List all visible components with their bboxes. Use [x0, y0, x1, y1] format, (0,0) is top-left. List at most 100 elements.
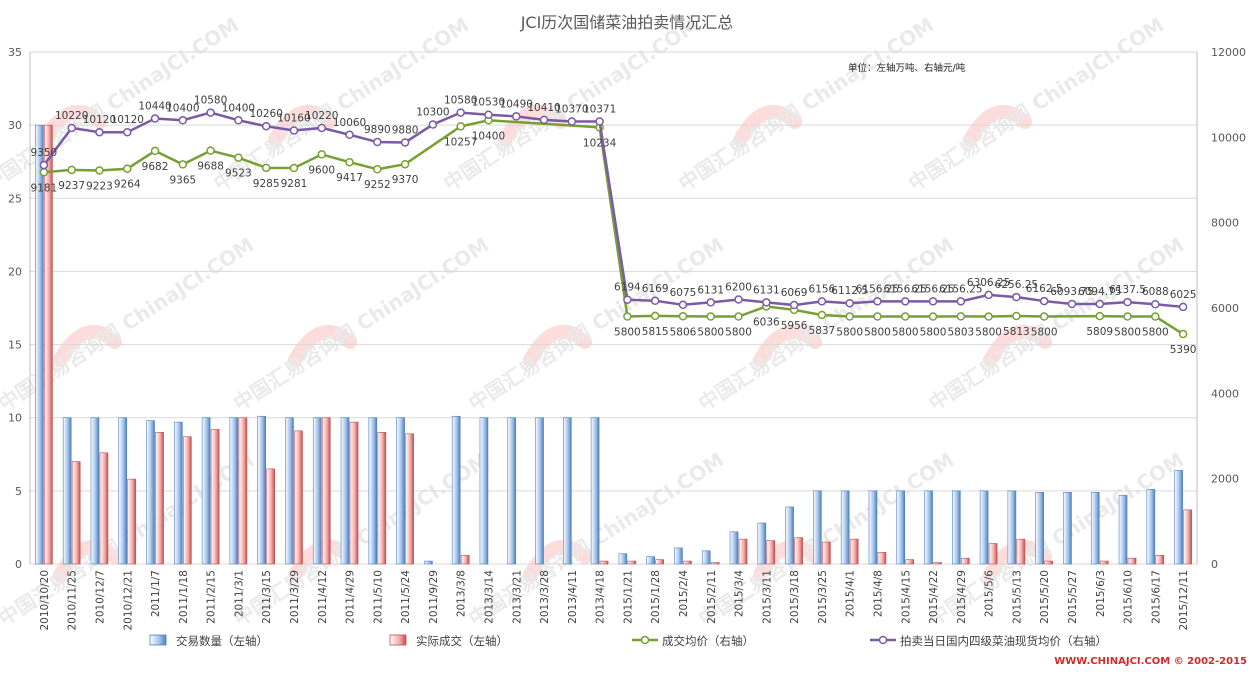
point-spot-price [734, 295, 743, 304]
point-spot-price [206, 108, 215, 117]
bar-actual [71, 461, 81, 565]
data-label-avg-price: 5390 [1170, 344, 1197, 356]
data-label-avg-price: 9523 [225, 168, 252, 180]
data-label-spot-price: 6025 [1170, 289, 1197, 301]
point-avg-price [623, 312, 632, 321]
point-spot-price [123, 127, 132, 137]
point-spot-price [1151, 299, 1160, 309]
bar-volume [1090, 492, 1100, 565]
point-avg-price [289, 163, 299, 173]
legend-swatch-bar [389, 634, 407, 646]
legend-label: 成交均价（右轴） [662, 634, 754, 648]
data-label-avg-price: 9688 [197, 161, 224, 173]
point-spot-price [95, 127, 104, 137]
category-label: 2015/2/11 [706, 570, 718, 624]
point-spot-price [1012, 292, 1021, 302]
point-avg-price [456, 122, 465, 131]
data-label-avg-price: 5800 [864, 327, 891, 339]
data-label-avg-price: 5800 [1114, 327, 1141, 339]
bar-actual [238, 417, 248, 565]
data-label-spot-price: 9350 [31, 147, 58, 159]
bar-volume [479, 417, 489, 565]
data-label-spot-price: 6156.25 [911, 283, 954, 295]
category-label: 2011/4/29 [345, 570, 357, 624]
data-label-spot-price: 6112.5 [831, 285, 868, 297]
data-label-spot-price: 10580 [444, 95, 477, 107]
point-avg-price [1039, 312, 1049, 321]
category-label: 2015/5/27 [1067, 570, 1079, 624]
legend-swatch-bar [149, 634, 167, 646]
bar-actual [1127, 557, 1137, 565]
category-label: 2010/12/7 [94, 570, 106, 624]
data-label-spot-price: 10220 [305, 110, 338, 122]
category-label: 2015/4/22 [928, 570, 940, 624]
bar-volume [590, 417, 600, 565]
point-spot-price [39, 160, 49, 170]
bar-volume [1174, 470, 1183, 565]
data-label-spot-price: 6069 [781, 287, 808, 299]
bar-volume [312, 417, 322, 565]
bar-volume [1146, 489, 1156, 565]
bar-volume [1007, 490, 1017, 565]
data-label-spot-price: 6131 [753, 284, 780, 296]
point-avg-price [261, 163, 271, 173]
data-label-avg-price: 9600 [308, 164, 335, 176]
point-avg-price [1151, 312, 1160, 321]
category-label: 2010/10/20 [39, 570, 51, 631]
data-label-avg-price: 9365 [169, 174, 196, 186]
point-spot-price [150, 114, 160, 123]
point-avg-price [1123, 312, 1132, 321]
point-spot-price [928, 297, 938, 306]
left-axis-tick-label: 25 [8, 192, 22, 205]
data-label-spot-price: 10120 [83, 114, 116, 126]
category-label: 2011/1/18 [178, 570, 190, 624]
point-avg-price [734, 312, 743, 321]
watermark-swoosh [523, 540, 592, 582]
right-axis-tick-label: 0 [1211, 558, 1218, 571]
bar-actual [294, 430, 303, 565]
legend-label: 拍卖当日国内四级菜油现货均价（右轴） [900, 634, 1107, 648]
data-label-avg-price: 5800 [836, 327, 863, 339]
point-avg-price [234, 153, 243, 162]
data-label-avg-price: 9285 [253, 178, 280, 190]
bar-actual [627, 560, 637, 565]
bar-actual [460, 554, 470, 565]
watermark-text: 中国汇易咨询网 ChinaJCI.COM [229, 233, 493, 416]
category-label: 2015/3/4 [734, 570, 746, 617]
legend-swatch-marker [878, 635, 888, 645]
bar-volume [840, 490, 850, 565]
legend-label: 实际成交（左轴） [416, 634, 508, 648]
right-axis-tick-label: 2000 [1211, 473, 1239, 486]
point-spot-price [650, 296, 660, 306]
bar-actual [766, 540, 776, 565]
point-spot-price [539, 115, 549, 125]
point-spot-price [845, 298, 854, 308]
point-spot-price [67, 123, 76, 133]
point-avg-price [317, 150, 326, 159]
point-avg-price [373, 164, 382, 174]
data-label-spot-price: 6156 [809, 283, 836, 295]
legend-swatch-marker [640, 635, 650, 645]
watermark-swoosh [53, 325, 122, 367]
watermark-swoosh [288, 325, 357, 367]
bar-volume [674, 547, 683, 565]
watermark-swoosh [268, 105, 337, 147]
data-label-avg-price: 5800 [920, 327, 947, 339]
data-label-avg-price: 9252 [364, 179, 391, 191]
data-label-avg-price: 9181 [31, 182, 58, 194]
category-label: 2015/5/20 [1039, 570, 1051, 624]
data-label-spot-price: 10160 [277, 113, 310, 125]
category-label: 2015/5/6 [984, 570, 996, 617]
point-spot-price [456, 108, 465, 117]
bar-actual [183, 436, 192, 565]
left-axis-tick-label: 20 [8, 265, 22, 278]
point-avg-price [845, 312, 854, 321]
data-label-spot-price: 10410 [527, 102, 560, 114]
point-spot-price [678, 300, 688, 310]
point-spot-price [400, 138, 410, 147]
data-label-avg-price: 9682 [142, 161, 169, 173]
right-axis-tick-label: 8000 [1211, 217, 1239, 230]
bar-volume [813, 490, 822, 565]
point-spot-price [428, 120, 438, 129]
right-axis-tick-label: 4000 [1211, 387, 1239, 400]
